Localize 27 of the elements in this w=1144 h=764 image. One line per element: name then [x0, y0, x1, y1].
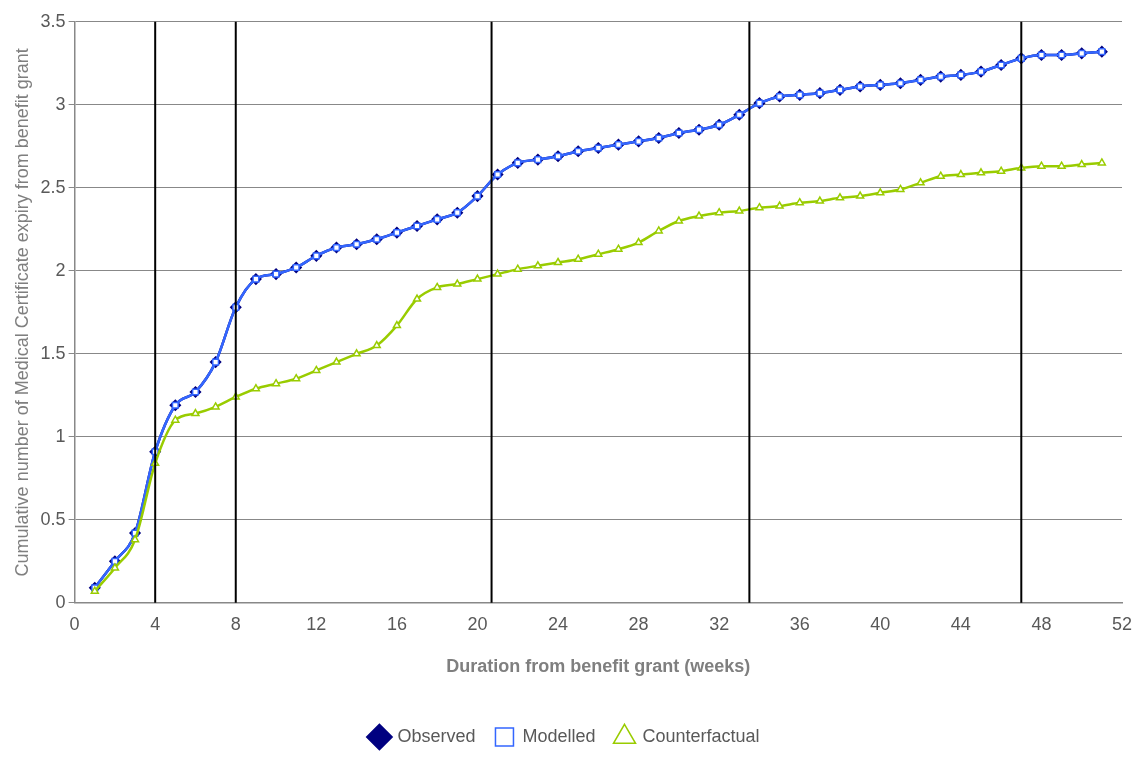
x-tick-label: 52 — [1111, 613, 1133, 634]
y-tick-label: 3.5 — [40, 10, 66, 31]
x-tick-label: 48 — [1031, 613, 1052, 634]
x-tick-label: 40 — [870, 613, 891, 634]
x-axis-title: Duration from benefit grant (weeks) — [446, 656, 751, 677]
legend-label: Modelled — [522, 725, 596, 746]
x-tick-label: 20 — [467, 613, 488, 634]
x-tick-label: 24 — [548, 613, 569, 634]
legend-label: Observed — [397, 725, 476, 746]
legend-label: Counterfactual — [642, 725, 760, 746]
y-tick-label: 1.5 — [40, 342, 66, 363]
y-tick-label: 1 — [55, 425, 66, 446]
x-tick-label: 28 — [628, 613, 649, 634]
x-tick-label: 16 — [386, 613, 407, 634]
x-tick-label: 44 — [950, 613, 971, 634]
y-tick-label: 0.5 — [40, 508, 66, 529]
y-tick-label: 2 — [55, 259, 66, 280]
y-axis-title: Cumulative number of Medical Certificate expiry from benefit grant — [11, 48, 32, 577]
x-tick-label: 8 — [230, 613, 241, 634]
y-tick-label: 2.5 — [40, 176, 66, 197]
x-tick-label: 32 — [709, 613, 730, 634]
x-tick-label: 0 — [69, 613, 80, 634]
x-tick-label: 36 — [789, 613, 810, 634]
y-tick-label: 3 — [55, 93, 66, 114]
y-tick-label: 0 — [55, 591, 66, 612]
x-tick-label: 4 — [150, 613, 161, 634]
x-tick-label: 12 — [306, 613, 327, 634]
